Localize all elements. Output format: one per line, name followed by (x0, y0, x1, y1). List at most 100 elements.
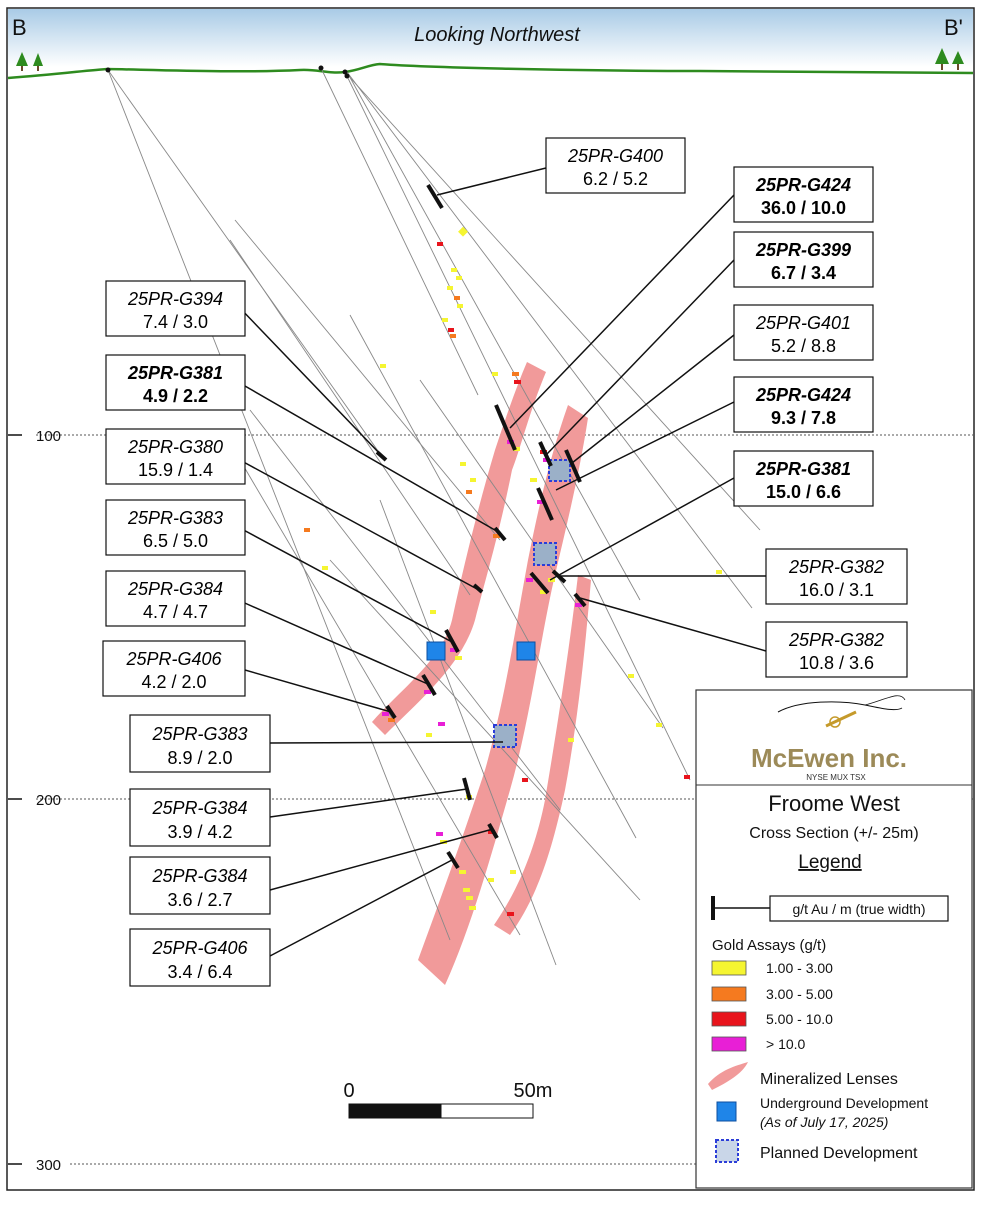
legend-intercept-label: g/t Au / m (true width) (792, 901, 925, 917)
legend-ug-note: (As of July 17, 2025) (760, 1114, 888, 1130)
callout-hole-id: 25PR-G406 (125, 649, 222, 669)
elevation-label-300: 300 (36, 1157, 61, 1174)
legend-assay-item: 1.00 - 3.00 (711, 960, 833, 976)
callout-box: 25PR-G384 3.6 / 2.7 (129, 856, 271, 915)
legend-lens-item: Mineralized Lenses (708, 1062, 898, 1090)
callout-grade-width: 5.2 / 8.8 (771, 336, 836, 356)
collar-points (105, 65, 350, 79)
callout-box: 25PR-G380 15.9 / 1.4 (105, 428, 246, 485)
callout-box: 25PR-G384 3.9 / 4.2 (129, 788, 271, 847)
callout-box: 25PR-G401 5.2 / 8.8 (733, 304, 874, 361)
legend-panel: McEwen Inc. NYSE MUX TSX Froome West Cro… (695, 689, 973, 1189)
callout-hole-id: 25PR-G399 (755, 240, 851, 260)
legend-swatch (711, 986, 747, 1002)
callout-box: 25PR-G424 9.3 / 7.8 (733, 376, 874, 433)
callout-hole-id: 25PR-G380 (127, 437, 223, 457)
callout-leaders (237, 167, 767, 957)
callout-box: 25PR-G382 16.0 / 3.1 (765, 548, 908, 605)
legend-subtitle: Cross Section (+/- 25m) (749, 825, 918, 842)
elevation-label-200: 200 (36, 792, 61, 809)
planned-development (493, 459, 571, 748)
legend-assay-label: 5.00 - 10.0 (766, 1011, 833, 1027)
scale-bar: 0 50m (343, 1080, 553, 1119)
callout-grade-width: 3.4 / 6.4 (167, 962, 232, 982)
legend-ug-label: Underground Development (760, 1095, 928, 1111)
legend-assay-item: 3.00 - 5.00 (711, 986, 833, 1002)
callout-grade-width: 9.3 / 7.8 (771, 408, 836, 428)
legend-swatch (711, 960, 747, 976)
view-direction-title: Looking Northwest (414, 24, 581, 46)
lens-shape (372, 362, 546, 735)
legend-swatch (711, 1011, 747, 1027)
callout-hole-id: 25PR-G382 (788, 557, 884, 577)
legend-ug-item: Underground Development (As of July 17, … (716, 1095, 928, 1130)
callout-hole-id: 25PR-G424 (755, 385, 851, 405)
callout-hole-id: 25PR-G381 (127, 363, 223, 383)
legend-assay-label: 3.00 - 5.00 (766, 986, 833, 1002)
callout-hole-id: 25PR-G383 (151, 724, 247, 744)
callout-box: 25PR-G424 36.0 / 10.0 (733, 166, 874, 223)
callout-grade-width: 15.0 / 6.6 (766, 482, 841, 502)
callout-hole-id: 25PR-G424 (755, 175, 851, 195)
callout-box: 25PR-G381 4.9 / 2.2 (105, 354, 246, 411)
callout-grade-width: 36.0 / 10.0 (761, 198, 846, 218)
legend-intercept-symbol: g/t Au / m (true width) (711, 895, 949, 922)
legend-title: Froome West (768, 791, 900, 816)
callout-hole-id: 25PR-G401 (755, 313, 851, 333)
callout-grade-width: 7.4 / 3.0 (143, 312, 208, 332)
callout-grade-width: 8.9 / 2.0 (167, 748, 232, 768)
callout-hole-id: 25PR-G382 (788, 630, 884, 650)
callout-hole-id: 25PR-G394 (127, 289, 223, 309)
callout-grade-width: 15.9 / 1.4 (138, 460, 213, 480)
company-name: McEwen Inc. (751, 743, 907, 773)
callout-grade-width: 10.8 / 3.6 (799, 653, 874, 673)
callout-box: 25PR-G400 6.2 / 5.2 (545, 137, 686, 194)
legend-heading: Legend (798, 852, 861, 873)
callout-box: 25PR-G406 4.2 / 2.0 (102, 640, 246, 697)
scale-bar-end-label: 50m (514, 1080, 553, 1102)
callout-box: 25PR-G384 4.7 / 4.7 (105, 570, 246, 627)
callout-box: 25PR-G383 8.9 / 2.0 (129, 714, 271, 773)
callout-box: 25PR-G382 10.8 / 3.6 (765, 621, 908, 678)
legend-assay-label: 1.00 - 3.00 (766, 960, 833, 976)
callout-grade-width: 6.5 / 5.0 (143, 531, 208, 551)
callout-hole-id: 25PR-G383 (127, 508, 223, 528)
callout-hole-id: 25PR-G406 (151, 938, 248, 958)
legend-assays-heading: Gold Assays (g/t) (712, 937, 826, 954)
ug-swatch (716, 1101, 737, 1122)
lens-swatch (708, 1062, 748, 1090)
legend-swatch (711, 1036, 747, 1052)
elevation-label-100: 100 (36, 428, 61, 445)
callout-grade-width: 6.7 / 3.4 (771, 263, 836, 283)
callout-hole-id: 25PR-G384 (151, 866, 247, 886)
callout-grade-width: 4.9 / 2.2 (143, 386, 208, 406)
callout-box: 25PR-G399 6.7 / 3.4 (733, 231, 874, 288)
callout-grade-width: 6.2 / 5.2 (583, 169, 648, 189)
legend-assay-item: > 10.0 (711, 1036, 806, 1052)
tree-icon (16, 52, 43, 71)
sky-band (8, 9, 973, 67)
callout-box: 25PR-G383 6.5 / 5.0 (105, 499, 246, 556)
section-end-label: B' (944, 15, 963, 40)
callout-grade-width: 16.0 / 3.1 (799, 580, 874, 600)
callout-grade-width: 4.7 / 4.7 (143, 602, 208, 622)
legend-assay-label: > 10.0 (766, 1036, 806, 1052)
legend-lens-label: Mineralized Lenses (760, 1071, 898, 1088)
tree-icon (935, 48, 964, 70)
planned-swatch (715, 1139, 739, 1163)
intercept-bars (375, 183, 587, 870)
callout-hole-id: 25PR-G400 (567, 146, 663, 166)
callout-hole-id: 25PR-G381 (755, 459, 851, 479)
callout-grade-width: 4.2 / 2.0 (141, 672, 206, 692)
scale-bar-start-label: 0 (343, 1080, 354, 1102)
legend-assay-item: 5.00 - 10.0 (711, 1011, 833, 1027)
callout-grade-width: 3.6 / 2.7 (167, 890, 232, 910)
company-logo: McEwen Inc. NYSE MUX TSX (751, 695, 907, 782)
callout-hole-id: 25PR-G384 (151, 798, 247, 818)
topography-line (7, 62, 974, 80)
underground-development (426, 641, 536, 661)
callout-box: 25PR-G406 3.4 / 6.4 (129, 928, 271, 987)
lens-shape (494, 575, 591, 935)
